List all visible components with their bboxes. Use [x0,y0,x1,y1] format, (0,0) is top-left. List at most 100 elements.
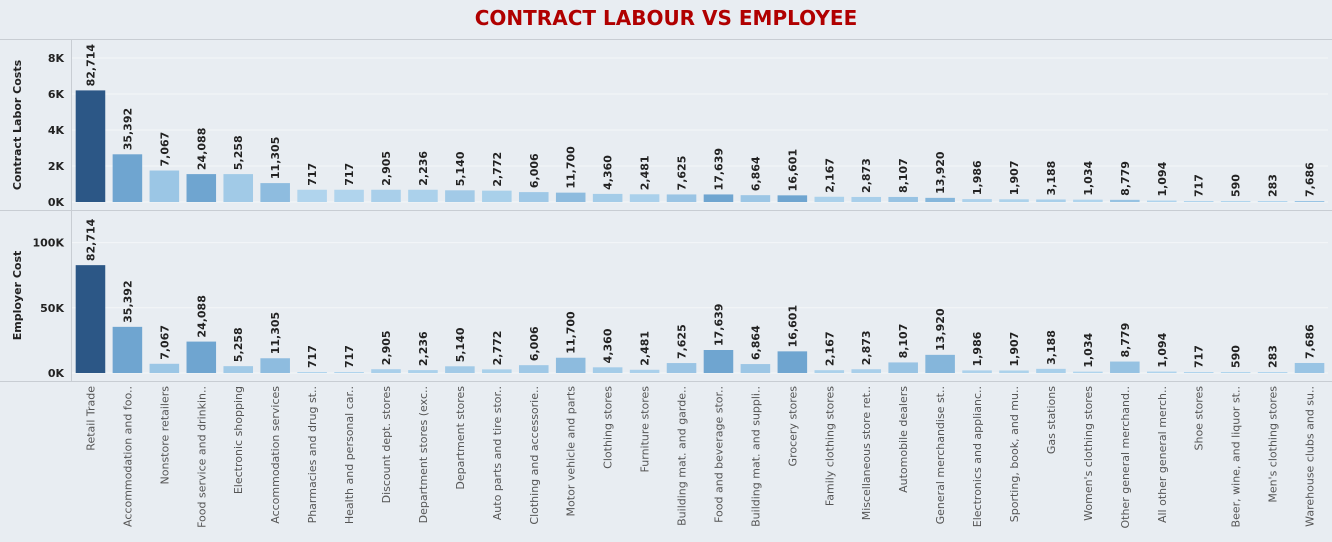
x-category-label: Clothing and accessorie.. [528,386,541,525]
category-labels: Retail Trade Accommodation and foo.. Nonst… [84,386,1316,529]
data-label: 2,905 [380,330,393,365]
bar [260,358,290,373]
data-label: 82,714 [84,44,97,87]
data-label: 2,236 [417,331,430,366]
data-label: 2,873 [860,158,873,193]
bar [629,369,660,373]
bar [186,341,217,373]
data-label: 6,006 [528,326,541,361]
bar [666,194,697,202]
x-category-label: Grocery stores [786,386,799,467]
bar [1146,200,1177,202]
bar [740,195,771,202]
data-label: 6,006 [528,153,541,188]
data-label: 1,094 [1156,161,1169,196]
data-label: 11,700 [565,311,578,354]
bar [740,364,771,373]
x-category-label: Retail Trade [84,386,97,451]
x-category-label: Warehouse clubs and su.. [1304,386,1317,527]
bar [666,363,697,373]
data-label: 11,305 [269,137,282,179]
data-label: 1,986 [971,331,984,366]
chart-title: CONTRACT LABOUR VS EMPLOYEE [475,6,858,30]
y-tick-label: 6K [48,88,65,101]
y-axis-title: Employer Cost [11,251,24,341]
bar [925,354,955,373]
bar [1257,372,1288,373]
data-label: 2,772 [491,331,504,366]
x-category-label: Food service and drinkin.. [195,386,208,528]
data-label: 6,864 [749,156,762,191]
x-category-label: Women's clothing stores [1082,386,1095,521]
x-category-label: Food and beverage stor.. [712,386,725,523]
x-category-label: Automobile dealers [897,386,910,493]
bar [371,189,401,202]
data-label: 283 [1267,345,1280,368]
data-label: 17,639 [712,304,725,346]
x-category-label: Discount dept. stores [380,386,393,504]
bar [75,90,106,202]
data-label: 2,167 [823,331,836,366]
x-category-label: All other general merch.. [1156,386,1169,523]
x-category-label: Health and personal car.. [343,386,356,524]
x-category-label: Building mat. and garde.. [676,386,689,526]
data-label: 717 [343,163,356,186]
data-label: 717 [343,345,356,368]
bar [518,192,549,202]
x-category-label: Pharmacies and drug st.. [306,386,319,523]
data-label: 35,392 [121,280,134,322]
bar [925,197,955,202]
bar [629,194,660,202]
data-label: 24,088 [195,128,208,170]
data-label: 24,088 [195,295,208,337]
data-label: 1,907 [1008,161,1021,196]
bar [408,370,438,373]
bar [1073,371,1103,373]
bar [297,372,327,373]
data-label: 11,305 [269,312,282,354]
bar [1110,361,1140,373]
data-label: 7,686 [1304,162,1317,197]
bar [1036,199,1066,202]
bar [777,195,808,202]
data-label: 4,360 [602,328,615,363]
bar [223,174,254,202]
chart-panels: 0K 2K 4K 6K 8K Contract Labor Costs 82,714 35,3… [0,39,1332,382]
data-label: 7,625 [676,324,689,359]
bar [1146,371,1177,373]
x-category-label: Miscellaneous store ret.. [860,386,873,520]
data-label: 7,625 [676,156,689,191]
data-label: 2,236 [417,151,430,186]
data-label: 3,188 [1045,330,1058,365]
data-label: 35,392 [121,108,134,150]
x-category-label: Furniture stores [639,386,652,473]
data-label: 590 [1230,345,1243,368]
x-category-label: Department stores [454,386,467,490]
x-category-label: Electronics and applianc.. [971,386,984,527]
data-label: 717 [1193,174,1206,197]
bar [814,370,845,373]
data-label: 1,034 [1082,333,1095,368]
bar [1257,201,1288,202]
data-label: 717 [306,163,319,186]
bar [555,192,586,202]
y-tick-label: 50K [40,302,64,315]
bar [814,196,845,202]
x-category-label: Electronic shopping [232,386,245,494]
x-category-label: Accommodation and foo.. [121,386,134,527]
bar [1294,362,1325,373]
data-label: 8,779 [1119,323,1132,358]
data-label: 1,986 [971,160,984,195]
y-tick-label: 0K [48,196,65,209]
bar [703,349,734,373]
data-label: 4,360 [602,155,615,190]
bar [962,199,992,202]
bar [223,366,254,373]
x-category-label: Shoe stores [1193,386,1206,451]
data-label: 7,067 [158,325,171,360]
data-label: 2,873 [860,330,873,365]
x-category-label: Accommodation services [269,386,282,524]
data-label: 590 [1230,174,1243,197]
bar [334,372,364,373]
y-tick-label: 2K [48,160,65,173]
